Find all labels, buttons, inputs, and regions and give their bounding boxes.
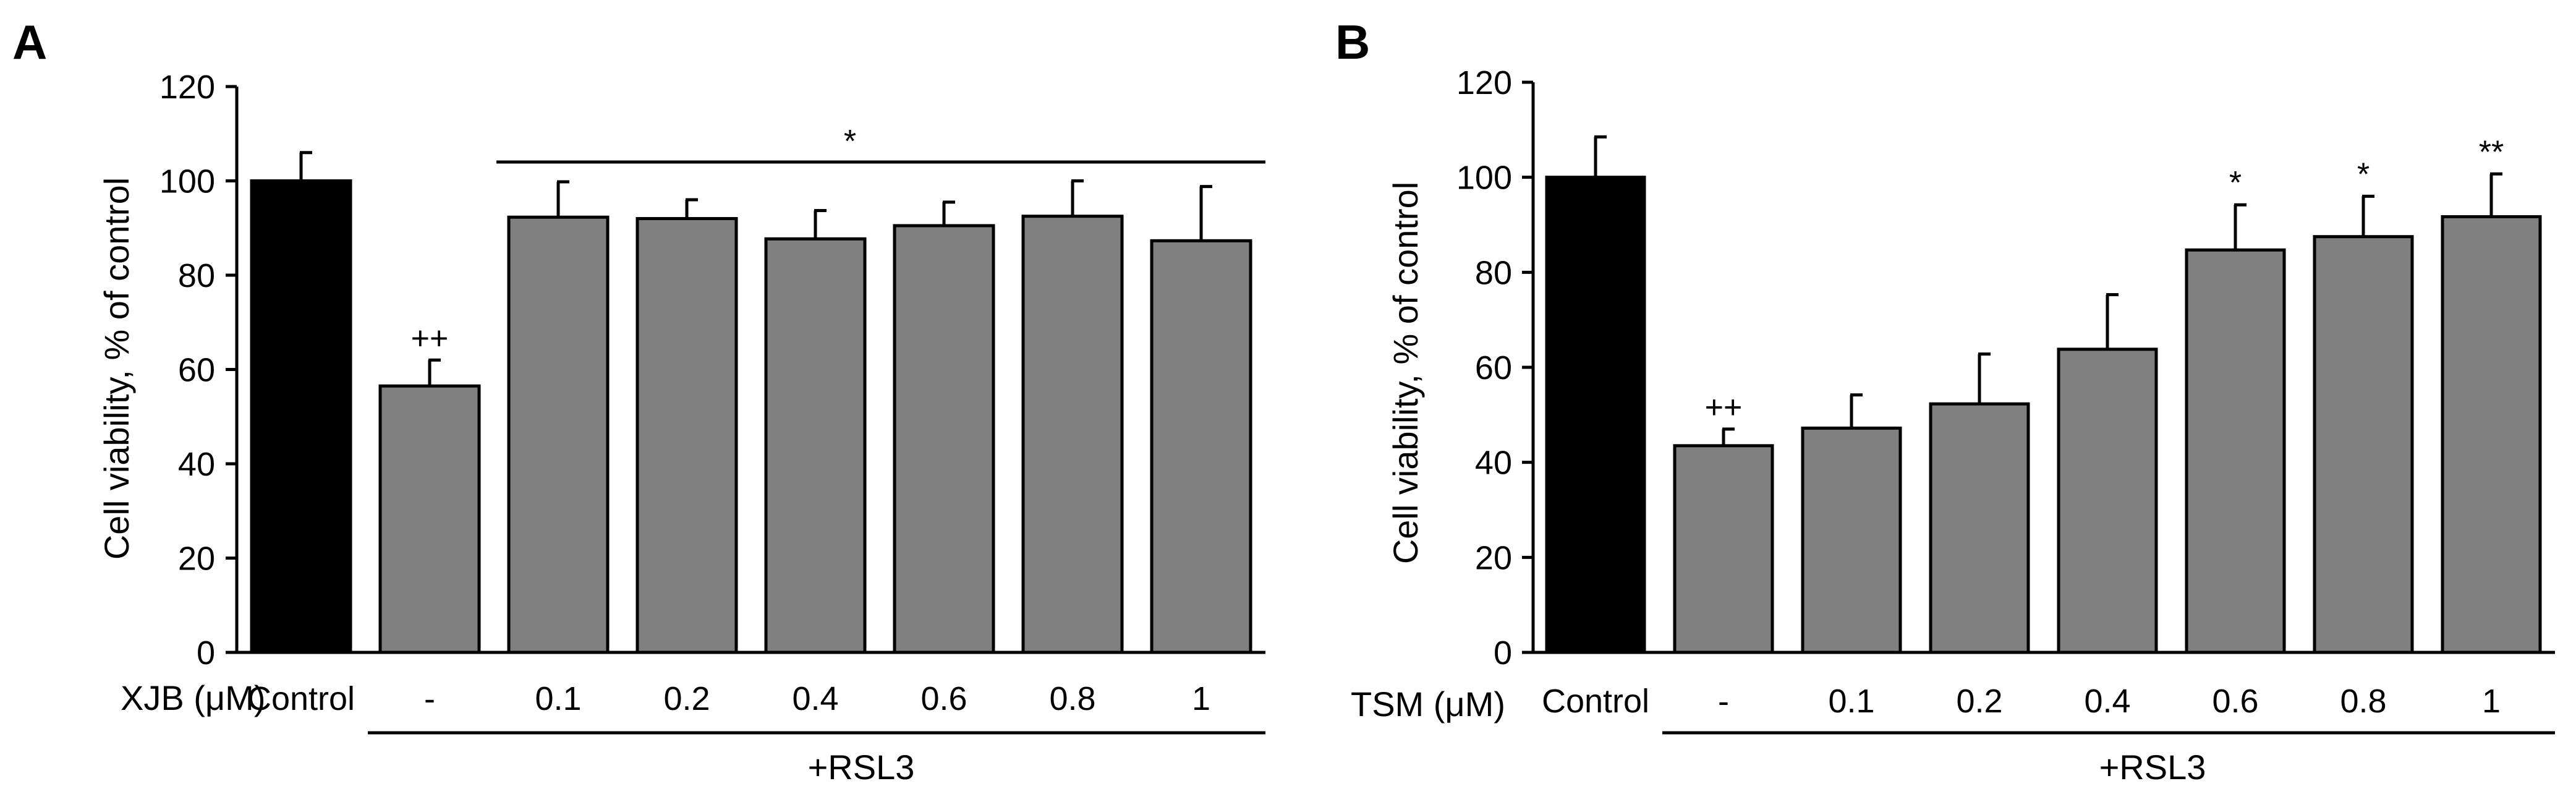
panel-a-treatment-label: +RSL3 <box>808 748 915 787</box>
panel-b-bar <box>1929 402 2030 654</box>
panel-b-category-label: - <box>1718 683 1729 720</box>
panel-b-y-tick-label: 20 <box>1475 539 1512 576</box>
panel-a-y-tick-label: 120 <box>159 69 215 106</box>
panel-b-bar <box>2057 348 2158 654</box>
panel-b-category-label: 0.8 <box>2340 683 2386 720</box>
panel-a-bar <box>635 217 738 654</box>
panel-a-category-label: 0.4 <box>792 680 838 717</box>
panel-b-chart: B Cell viability, % of control TSM (μM) … <box>1335 15 2555 787</box>
panel-b-bar <box>2441 215 2542 654</box>
panel-a-bar <box>893 224 995 654</box>
panel-b-bar <box>2313 235 2414 654</box>
panel-a-y-tick-label: 0 <box>197 634 215 672</box>
panel-b-category-label: 0.1 <box>1828 683 1874 720</box>
panel-a-y-tick-label: 60 <box>178 352 215 389</box>
panel-b-y-tick-label: 100 <box>1456 160 1512 197</box>
panel-b-y-tick-label: 0 <box>1494 634 1512 672</box>
panel-b-x-row-label: TSM (μM) <box>1351 685 1505 724</box>
panel-a-y-tick-label: 20 <box>178 540 215 578</box>
panel-a-category-label: Control <box>247 680 355 717</box>
panel-a-bar <box>1021 215 1124 654</box>
panel-b-bar <box>1673 444 1774 654</box>
panel-b-label: B <box>1335 15 1370 69</box>
panel-b-category-label: 0.2 <box>1956 683 2002 720</box>
panel-b-treatment-label: +RSL3 <box>2099 748 2206 787</box>
panel-a-bar <box>507 215 610 654</box>
panel-b-y-tick-label: 40 <box>1475 445 1512 482</box>
panel-a-y-tick-label: 40 <box>178 446 215 483</box>
panel-a-y-tick-label: 100 <box>159 163 215 200</box>
panel-b-category-label: 1 <box>2482 683 2501 720</box>
panel-a-category-label: 0.6 <box>920 680 967 717</box>
panel-a-category-label: 1 <box>1192 680 1210 717</box>
panel-a-category-label: 0.8 <box>1049 680 1095 717</box>
panel-b-y-tick-label: 80 <box>1475 254 1512 291</box>
panel-a-bar <box>378 384 481 654</box>
panel-b-significance-marker: * <box>2357 156 2370 192</box>
panel-a-bar <box>1150 239 1252 654</box>
panel-a-category-label: - <box>424 680 435 717</box>
panel-b-category-label: 0.4 <box>2084 683 2130 720</box>
panel-b-significance-marker: ++ <box>1705 390 1743 425</box>
panel-b-y-tick-label: 120 <box>1456 64 1512 101</box>
panel-a-label: A <box>12 15 47 69</box>
panel-a-significance-marker: ++ <box>411 320 449 356</box>
panel-a-bar <box>250 179 352 654</box>
panel-a-y-axis-title: Cell viability, % of control <box>97 177 136 560</box>
panel-b-significance-marker: ** <box>2479 134 2504 170</box>
panel-a-group-significance-marker: * <box>844 124 856 160</box>
panel-b-significance-marker: * <box>2229 165 2242 201</box>
panel-a-category-label: 0.1 <box>535 680 581 717</box>
panel-a-x-row-label: XJB (μM) <box>121 678 265 717</box>
panel-a-y-tick-label: 80 <box>178 257 215 294</box>
panel-b-bar <box>2185 248 2286 654</box>
panel-a-bar <box>764 237 867 654</box>
panel-a-category-label: 0.2 <box>663 680 710 717</box>
panel-b-bar <box>1801 426 1902 654</box>
panel-a-chart: A Cell viability, % of control XJB (μM) … <box>12 15 1265 787</box>
panel-b-category-label: 0.6 <box>2212 683 2258 720</box>
panel-b-category-label: Control <box>1542 683 1649 720</box>
panel-b-y-axis-title: Cell viability, % of control <box>1386 182 1425 564</box>
panel-b-y-tick-label: 60 <box>1475 349 1512 386</box>
panel-b-bar <box>1545 176 1646 654</box>
